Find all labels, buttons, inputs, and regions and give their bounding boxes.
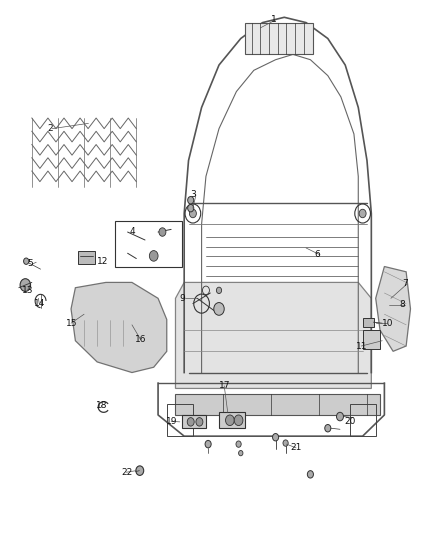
- Bar: [115, 221, 182, 266]
- Circle shape: [359, 209, 366, 217]
- Bar: [363, 330, 380, 349]
- Circle shape: [24, 258, 29, 264]
- Bar: [167, 405, 193, 436]
- Polygon shape: [176, 282, 371, 389]
- Text: 10: 10: [382, 319, 394, 328]
- Bar: [245, 22, 313, 54]
- Text: 1: 1: [271, 15, 277, 24]
- Text: 5: 5: [28, 260, 33, 268]
- Circle shape: [187, 418, 194, 426]
- Circle shape: [189, 209, 196, 217]
- Text: 12: 12: [97, 257, 109, 265]
- Circle shape: [20, 279, 31, 292]
- Circle shape: [214, 303, 224, 316]
- Text: 11: 11: [356, 342, 367, 351]
- Bar: [78, 251, 95, 264]
- Text: 3: 3: [191, 190, 197, 199]
- Text: 6: 6: [315, 251, 321, 260]
- Text: 13: 13: [22, 286, 34, 295]
- Bar: [219, 413, 245, 428]
- Circle shape: [272, 433, 279, 441]
- Text: 9: 9: [180, 294, 186, 303]
- Text: 16: 16: [135, 335, 147, 344]
- Text: 2: 2: [47, 124, 53, 133]
- Bar: [350, 405, 376, 436]
- Text: 7: 7: [402, 279, 407, 288]
- Circle shape: [196, 418, 203, 426]
- Polygon shape: [376, 266, 410, 351]
- Circle shape: [283, 440, 288, 446]
- Circle shape: [307, 471, 314, 478]
- Bar: [176, 394, 380, 415]
- Text: 18: 18: [96, 401, 108, 410]
- Text: 15: 15: [66, 319, 77, 328]
- Bar: [363, 318, 374, 327]
- Circle shape: [187, 205, 194, 212]
- Text: 8: 8: [399, 300, 405, 309]
- Bar: [182, 415, 206, 428]
- Circle shape: [136, 466, 144, 475]
- Text: 14: 14: [34, 299, 46, 308]
- Text: 22: 22: [121, 468, 132, 477]
- Text: 21: 21: [291, 443, 302, 453]
- Circle shape: [234, 415, 243, 425]
- Circle shape: [187, 197, 194, 204]
- Text: 19: 19: [166, 417, 177, 426]
- Text: 17: 17: [219, 381, 230, 390]
- Circle shape: [205, 440, 211, 448]
- Circle shape: [159, 228, 166, 236]
- Circle shape: [325, 424, 331, 432]
- Circle shape: [226, 415, 234, 425]
- Circle shape: [239, 450, 243, 456]
- Polygon shape: [71, 282, 167, 373]
- Circle shape: [236, 441, 241, 447]
- Circle shape: [336, 413, 343, 421]
- Text: 4: 4: [130, 227, 135, 236]
- Circle shape: [216, 287, 222, 294]
- Circle shape: [149, 251, 158, 261]
- Text: 20: 20: [344, 417, 356, 426]
